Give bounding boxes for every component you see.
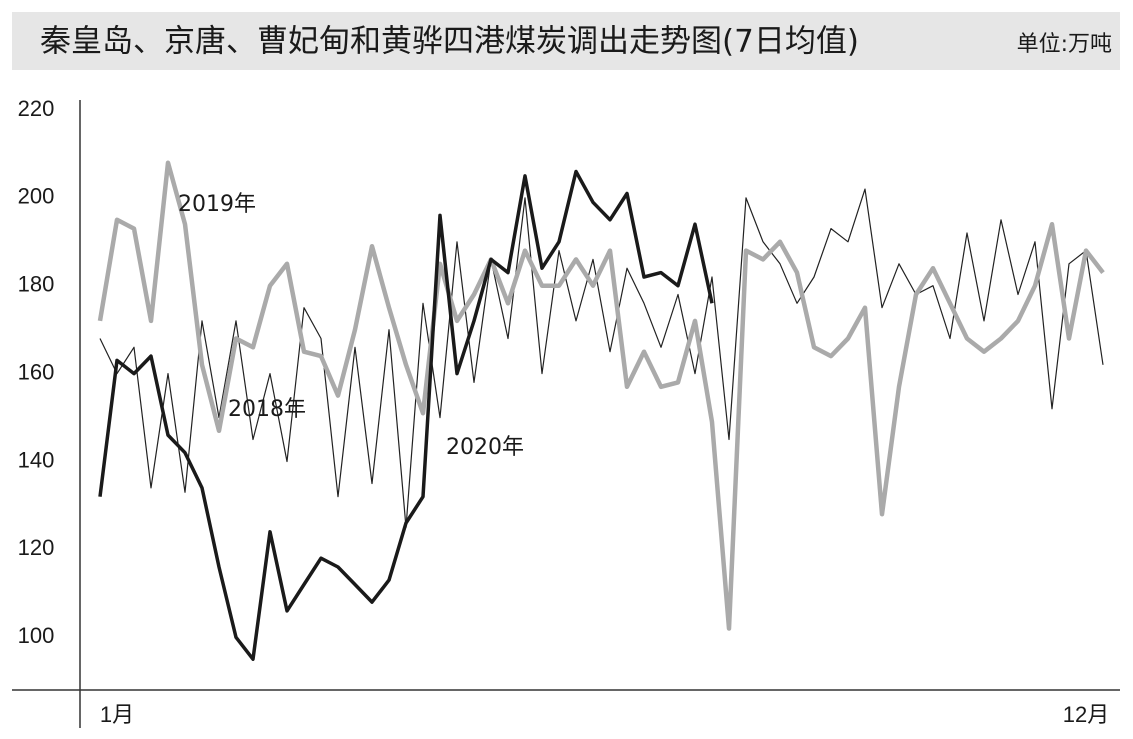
title-bar bbox=[12, 12, 1120, 70]
y-tick-label: 140 bbox=[18, 447, 55, 472]
y-tick-label: 180 bbox=[18, 272, 55, 297]
y-tick-label: 160 bbox=[18, 359, 55, 384]
series-line bbox=[98, 169, 714, 661]
y-tick-label: 220 bbox=[18, 96, 55, 121]
series-line bbox=[99, 188, 1104, 528]
chart-title: 秦皇岛、京唐、曹妃甸和黄骅四港煤炭调出走势图(7日均值) bbox=[40, 24, 859, 60]
chart-subtitle: 单位:万吨 bbox=[1017, 32, 1112, 57]
series-line bbox=[97, 160, 1105, 631]
series-label: 2018年 bbox=[228, 397, 306, 422]
y-tick-label: 100 bbox=[18, 623, 55, 648]
series-label: 2020年 bbox=[446, 435, 524, 460]
y-tick-label: 120 bbox=[18, 535, 55, 560]
x-tick-label: 12月 bbox=[1063, 702, 1109, 727]
y-tick-label: 200 bbox=[18, 184, 55, 209]
x-tick-label: 1月 bbox=[100, 702, 134, 727]
series-label: 2019年 bbox=[178, 192, 256, 217]
